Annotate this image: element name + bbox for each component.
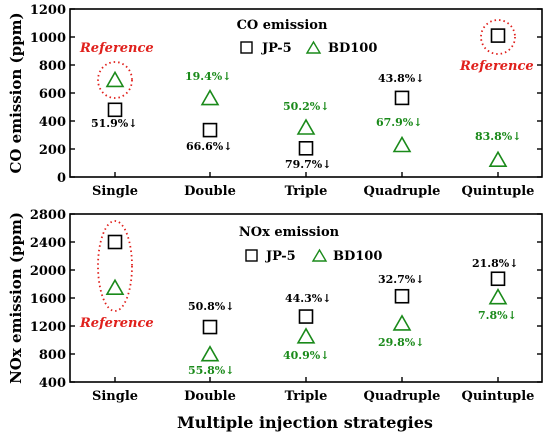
x-axis-title: Multiple injection strategies xyxy=(177,413,433,432)
nox-legend-square-marker xyxy=(245,249,258,262)
co-x-axis-ticks: Single Double Triple Quadruple Quintuple xyxy=(92,172,535,199)
nox-jp5-point xyxy=(107,234,123,250)
co-legend-label-bd100: BD100 xyxy=(328,41,377,56)
nox-legend-triangle-marker xyxy=(311,248,328,262)
nox-annotation-jp5-quadruple: 32.7%↓ xyxy=(378,273,424,286)
co-bd100-point xyxy=(296,118,316,135)
nox-y-axis-label: NOx emission (ppm) xyxy=(7,212,25,384)
nox-y-tick-label: 2400 xyxy=(30,236,66,251)
co-annotation-bd100-quintuple: 83.8%↓ xyxy=(475,130,521,143)
nox-x-tick-label: Triple xyxy=(285,389,328,404)
co-y-tick-label: 0 xyxy=(57,171,66,186)
nox-annotation-bd100-double: 55.8%↓ xyxy=(188,364,234,377)
co-annotation-jp5-triple: 79.7%↓ xyxy=(285,158,331,171)
nox-x-tick-label: Quintuple xyxy=(462,389,535,404)
nox-annotation-jp5-triple: 44.3%↓ xyxy=(285,292,331,305)
nox-legend-label-bd100: BD100 xyxy=(333,249,382,264)
co-bd100-point xyxy=(488,150,508,167)
nox-jp5-point xyxy=(490,271,506,287)
nox-bd100-point xyxy=(200,345,220,362)
co-x-tick-label: Quintuple xyxy=(462,184,535,199)
nox-legend: JP-5 BD100 xyxy=(245,248,382,264)
co-legend-square-marker xyxy=(240,41,253,54)
co-legend: JP-5 BD100 xyxy=(240,40,377,56)
nox-y-tick-label: 400 xyxy=(39,376,66,391)
co-jp5-point xyxy=(298,141,314,156)
co-legend-triangle-marker xyxy=(305,40,322,54)
nox-annotations: Reference 50.8%↓ 44.3%↓ 32.7%↓ 21.8%↓ 55… xyxy=(79,257,518,377)
nox-jp5-point xyxy=(202,319,218,335)
nox-annotation-bd100-quintuple: 7.8%↓ xyxy=(478,309,517,322)
nox-y-axis-ticks: 400 800 1200 1600 2000 2400 2800 xyxy=(30,208,542,391)
nox-x-tick-label: Single xyxy=(92,389,138,404)
nox-annotation-reference-single: Reference xyxy=(79,316,154,331)
nox-annotation-bd100-triple: 40.9%↓ xyxy=(283,349,329,362)
nox-annotation-jp5-quintuple: 21.8%↓ xyxy=(472,257,518,270)
co-y-tick-label: 1000 xyxy=(30,31,66,46)
co-annotation-jp5-double: 66.6%↓ xyxy=(186,140,232,153)
co-bd100-point xyxy=(392,135,412,153)
nox-panel: 400 800 1200 1600 2000 2400 2800 Single Double T… xyxy=(7,208,543,404)
co-jp5-point xyxy=(107,102,123,118)
co-y-tick-label: 800 xyxy=(39,59,66,74)
co-reference-circle-quintuple xyxy=(480,19,516,55)
co-annotation-bd100-quadruple: 67.9%↓ xyxy=(376,116,422,129)
co-annotation-reference-quintuple: Reference xyxy=(459,59,534,74)
co-y-axis-label: CO emission (ppm) xyxy=(7,12,25,173)
co-x-tick-label: Single xyxy=(92,184,138,199)
nox-bd100-point xyxy=(488,288,508,305)
co-panel: 0 200 400 600 800 1000 1200 Single Double Triple… xyxy=(7,3,543,199)
co-data-marks xyxy=(105,28,508,167)
nox-chart-title: NOx emission xyxy=(239,225,340,240)
co-annotations: Reference Reference 51.9%↓ 66.6%↓ 79.7%↓… xyxy=(79,41,534,171)
co-y-tick-label: 400 xyxy=(39,115,66,130)
nox-annotation-jp5-double: 50.8%↓ xyxy=(188,300,234,313)
co-annotation-jp5-single: 51.9%↓ xyxy=(91,117,137,130)
nox-bd100-point xyxy=(392,314,412,331)
nox-y-tick-label: 1600 xyxy=(30,292,66,307)
co-jp5-point xyxy=(202,122,218,138)
co-annotation-reference-single: Reference xyxy=(79,41,154,56)
nox-bd100-point xyxy=(296,327,316,344)
co-y-tick-label: 200 xyxy=(39,143,66,158)
nox-y-tick-label: 1200 xyxy=(30,320,66,335)
co-bd100-point xyxy=(105,70,125,88)
nox-jp5-point xyxy=(298,309,314,324)
nox-jp5-point xyxy=(394,288,410,304)
co-annotation-jp5-quadruple: 43.8%↓ xyxy=(378,72,424,85)
co-x-tick-label: Triple xyxy=(285,184,328,199)
nox-y-tick-label: 2800 xyxy=(30,208,66,223)
co-y-axis-ticks: 0 200 400 600 800 1000 1200 xyxy=(30,3,542,186)
nox-reference-ellipse-single xyxy=(97,220,133,312)
co-annotation-bd100-double: 19.4%↓ xyxy=(185,70,231,83)
nox-annotation-bd100-quadruple: 29.8%↓ xyxy=(378,336,424,349)
nox-x-tick-label: Quadruple xyxy=(364,389,441,404)
co-jp5-point xyxy=(394,90,410,106)
co-y-tick-label: 600 xyxy=(39,87,66,102)
nox-data-marks xyxy=(105,234,508,362)
nox-x-tick-label: Double xyxy=(184,389,236,404)
nox-bd100-point xyxy=(105,278,125,296)
co-annotation-bd100-triple: 50.2%↓ xyxy=(283,100,329,113)
co-plot-frame xyxy=(69,8,543,178)
co-legend-label-jp5: JP-5 xyxy=(261,41,292,56)
co-reference-circle-single xyxy=(97,61,133,99)
co-bd100-point xyxy=(200,88,220,106)
co-jp5-point xyxy=(490,28,506,43)
co-x-tick-label: Quadruple xyxy=(364,184,441,199)
nox-x-axis-ticks: Single Double Triple Quadruple Quintuple xyxy=(92,377,535,404)
nox-y-tick-label: 800 xyxy=(39,348,66,363)
nox-y-tick-label: 2000 xyxy=(30,264,66,279)
co-chart-title: CO emission xyxy=(237,18,328,33)
co-y-tick-label: 1200 xyxy=(30,3,66,18)
co-x-tick-label: Double xyxy=(184,184,236,199)
nox-legend-label-jp5: JP-5 xyxy=(265,249,296,264)
